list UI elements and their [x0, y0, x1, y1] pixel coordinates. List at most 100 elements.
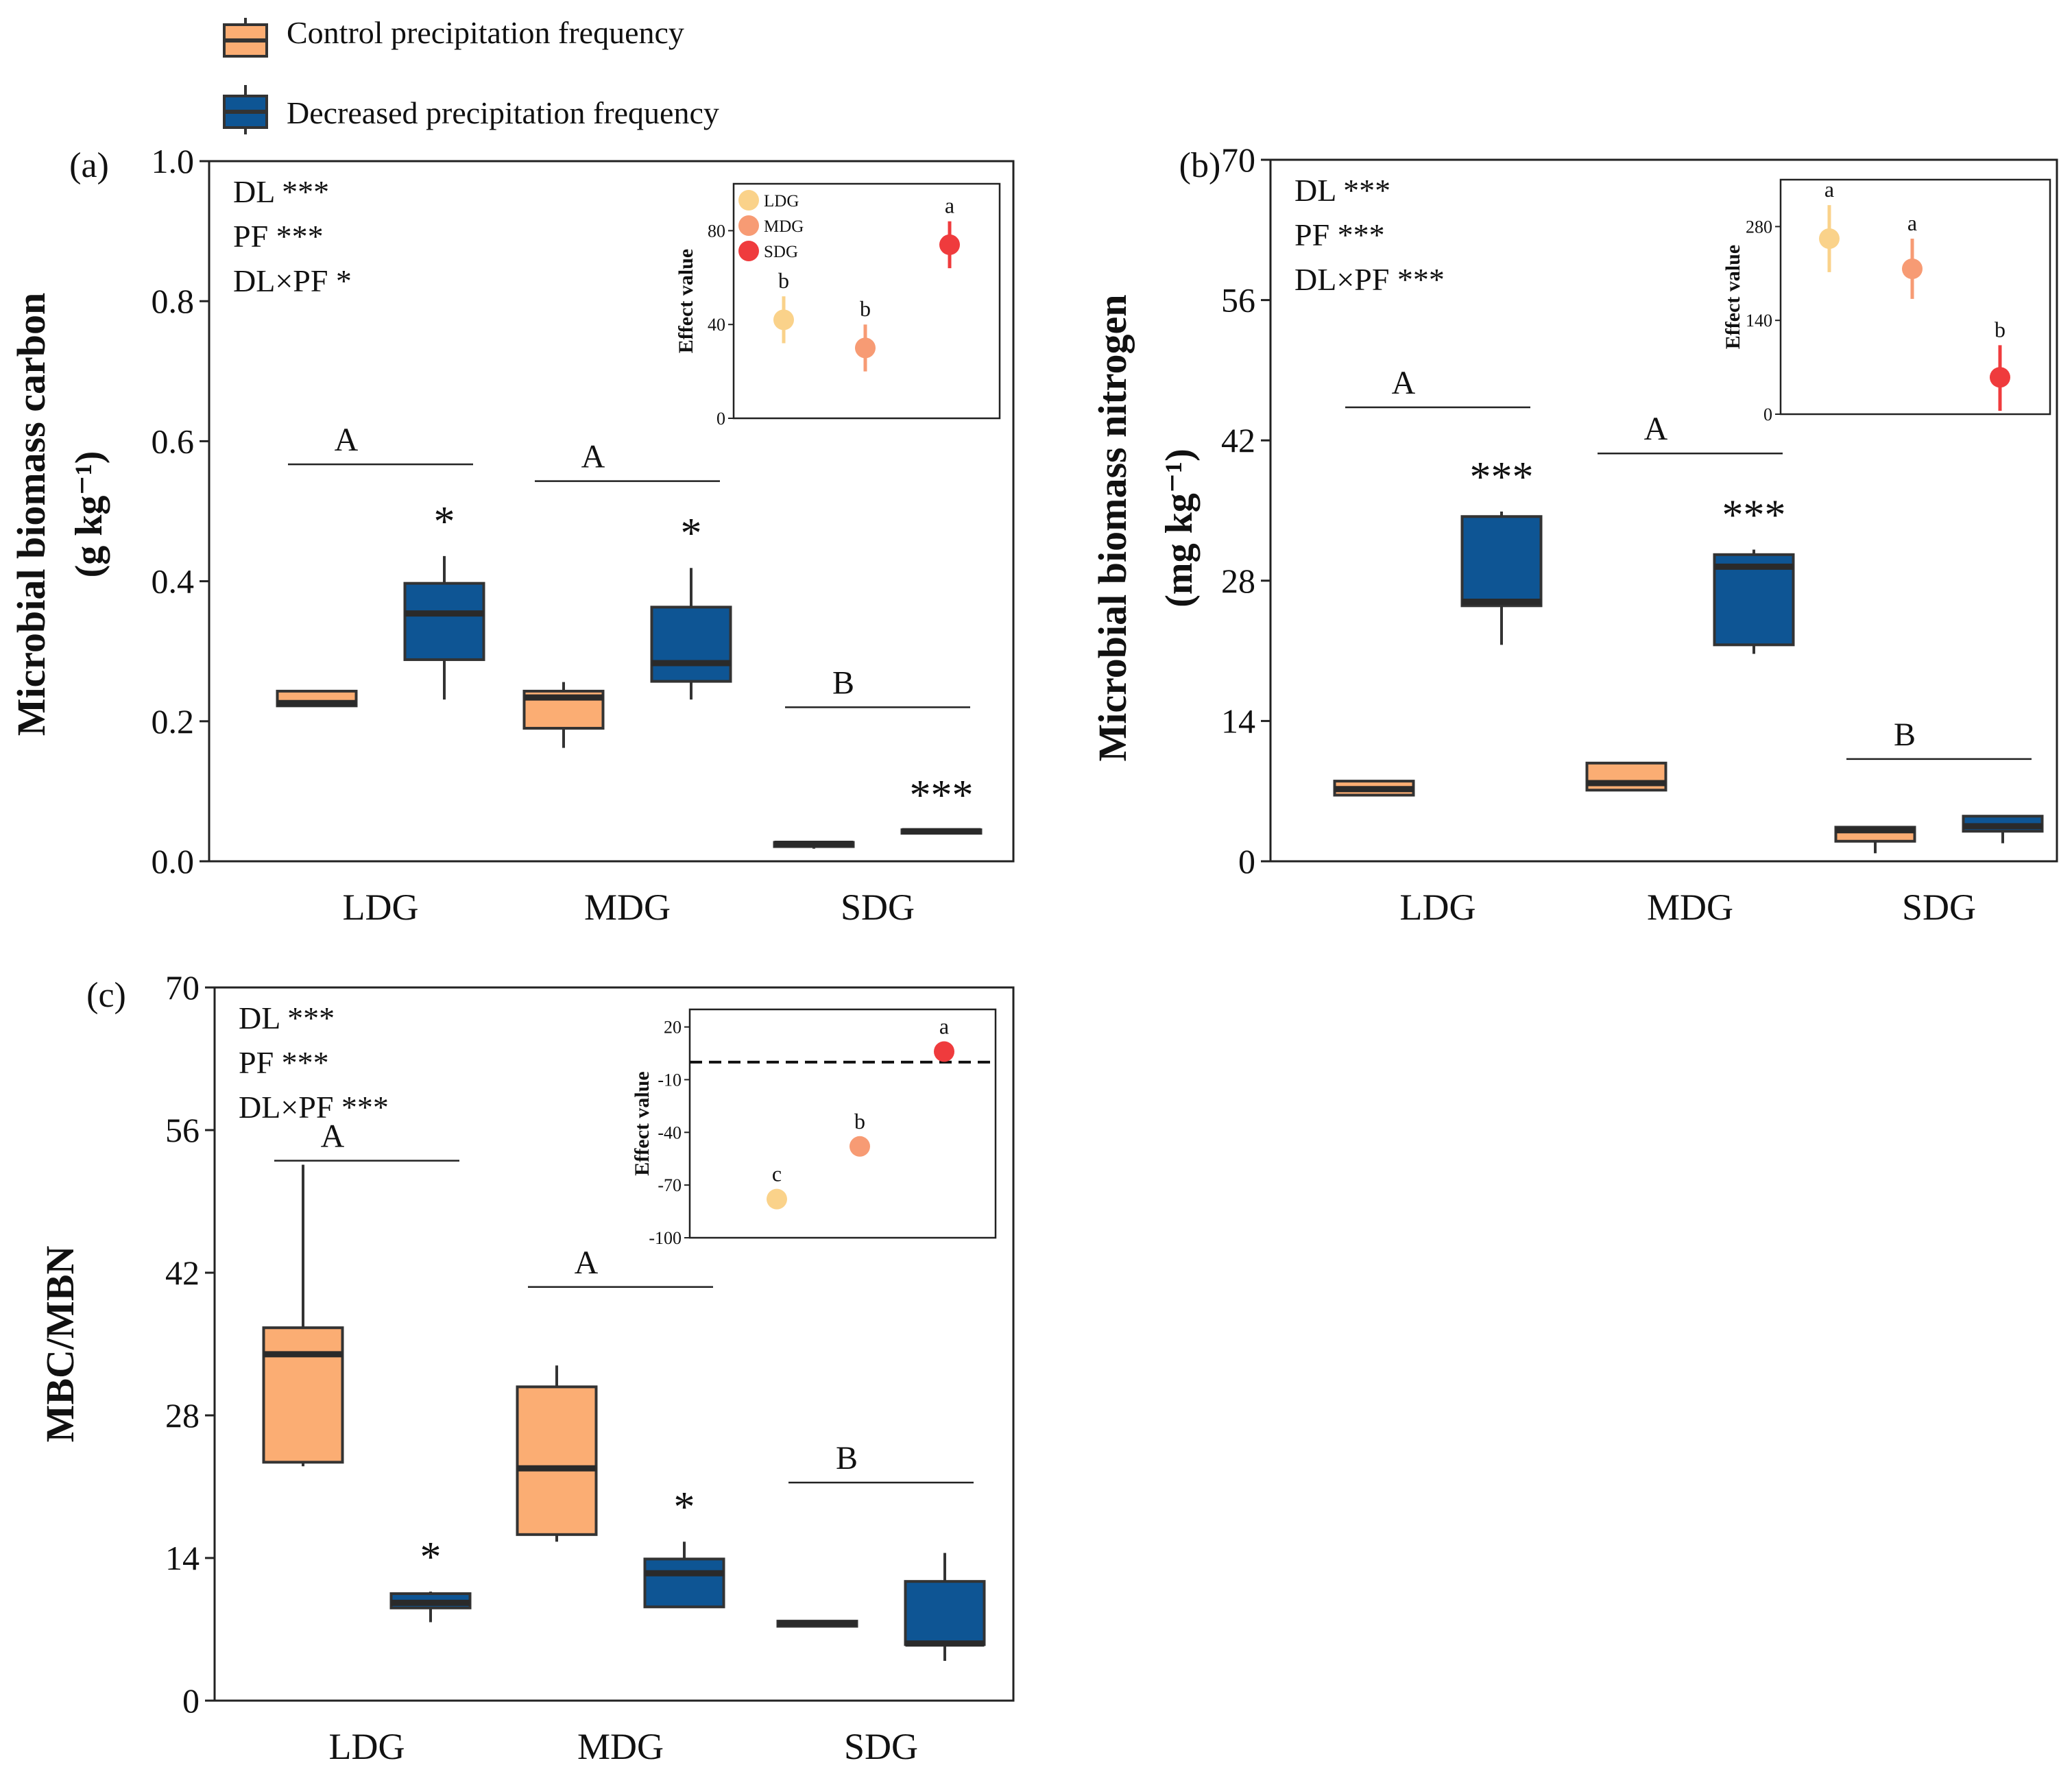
box-body [516, 1385, 598, 1536]
box-decreased: * [403, 499, 485, 700]
box-control [773, 840, 855, 849]
y-tick-label: 56 [1221, 281, 1255, 320]
panel-label: (a) [69, 146, 109, 185]
inset-y-tick-label: 80 [708, 221, 725, 241]
inset-letter: b [860, 296, 871, 321]
inset-letter: a [939, 1014, 949, 1038]
inset-y-label: Effect value [631, 1071, 653, 1175]
inset-point [1902, 258, 1923, 279]
box-decreased: * [643, 1484, 725, 1609]
inset-point-ldg: c [767, 1162, 787, 1210]
inset-y-tick-label: 140 [1746, 311, 1772, 331]
inset-letter: a [1824, 177, 1834, 202]
inset-point [773, 309, 794, 331]
main-legend: Control precipitation frequency Decrease… [223, 15, 719, 134]
stats-line: DL×PF *** [239, 1090, 389, 1125]
inset-letter: a [945, 193, 954, 218]
inset-letter: c [772, 1162, 782, 1186]
group-letter: A [321, 1118, 345, 1155]
x-tick-label: MDG [1647, 887, 1733, 928]
legend-decreased-key [223, 85, 268, 134]
inset-y-tick-label: -70 [658, 1175, 682, 1195]
inset-y-tick-label: -100 [649, 1228, 682, 1248]
inset-y-tick-label: -40 [658, 1123, 682, 1142]
significance-mark: * [420, 1534, 442, 1581]
x-tick-label: SDG [844, 1726, 918, 1767]
x-tick-label: LDG [1400, 887, 1476, 928]
stats-line: DL *** [233, 174, 329, 209]
inset-point [934, 1041, 954, 1062]
legend-decreased-label: Decreased precipitation frequency [287, 95, 719, 130]
significance-mark: * [681, 510, 702, 557]
y-tick-label: 0 [1238, 842, 1255, 880]
inset-point-sdg: b [1990, 317, 2010, 411]
legend-control-label: Control precipitation frequency [287, 15, 684, 50]
y-tick-label: 42 [165, 1254, 200, 1292]
panel-label: (b) [1179, 146, 1221, 185]
y-axis-label-line1: Microbial biomass carbon [9, 293, 53, 736]
box-decreased [904, 1553, 986, 1662]
stats-line: PF *** [1294, 217, 1385, 252]
x-tick-label: LDG [343, 887, 419, 928]
panel-b: (b) 0 14 28 42 56 70 Microbial biomass nitrogen… [1090, 141, 2058, 928]
inset-y-label-text: Effect value [1722, 245, 1744, 349]
inset-y-tick-label: 0 [716, 409, 725, 429]
box-decreased: *** [900, 772, 983, 835]
inset-plot: -100 -70 -40 -10 20 Effect value c b a [631, 1008, 997, 1248]
inset-point-sdg: a [939, 193, 960, 269]
box-decreased: *** [1713, 492, 1795, 654]
panel-label: (c) [86, 976, 126, 1015]
y-axis-label: MBC/MBN [38, 1246, 82, 1443]
group-letter: A [581, 439, 605, 475]
box-decreased: *** [1460, 454, 1543, 645]
box-body [650, 606, 732, 683]
box-body [643, 1557, 725, 1609]
y-tick-label: 56 [165, 1111, 200, 1149]
inset-point [850, 1136, 870, 1157]
box-control [1585, 761, 1667, 792]
x-tick-label: MDG [577, 1726, 664, 1767]
inset-letter: b [1995, 317, 2005, 341]
x-tick-label: SDG [1902, 887, 1976, 928]
group-letter: B [836, 1440, 858, 1476]
box-decreased: * [389, 1534, 472, 1622]
y-tick-label: 0 [182, 1681, 200, 1720]
inset-point [1819, 228, 1840, 249]
y-axis-label: Microbial biomass nitrogen [1090, 295, 1135, 762]
box-decreased: * [650, 510, 732, 700]
panel-a: (a) 0.0 0.2 0.4 0.6 0.8 1.0 Microbial biomass c… [9, 142, 1015, 928]
box-body [403, 582, 485, 661]
inset-legend-label: MDG [764, 217, 804, 236]
inset-legend-label: LDG [764, 192, 799, 211]
significance-mark: *** [1470, 454, 1534, 501]
inset-y-tick-label: 0 [1763, 405, 1772, 424]
x-tick-label: SDG [841, 887, 915, 928]
inset-point [939, 234, 960, 255]
inset-y-label-text: Effect value [675, 249, 697, 353]
inset-y-tick-label: 280 [1746, 217, 1772, 237]
inset-point [855, 337, 876, 359]
box-control [262, 1164, 344, 1467]
y-tick-label: 70 [1221, 141, 1255, 179]
significance-mark: * [434, 499, 455, 545]
inset-y-tick-label: -10 [658, 1070, 682, 1090]
y-axis-label: Microbial biomass carbon [9, 293, 53, 736]
group-letter: A [575, 1245, 599, 1281]
inset-y-label: Effect value [1722, 245, 1744, 349]
y-tick-label: 70 [165, 968, 200, 1007]
y-tick-label: 1.0 [152, 142, 195, 180]
group-letter: A [1644, 411, 1668, 447]
box-control [516, 1365, 598, 1542]
y-axis-label-line2: (g kg⁻¹) [68, 451, 110, 578]
group-letter: B [1894, 717, 1916, 753]
group-letter: A [1392, 365, 1416, 401]
stats-line: DL *** [239, 1000, 335, 1035]
y-axis-label-line1: MBC/MBN [38, 1246, 82, 1443]
y-tick-label: 28 [1221, 562, 1255, 600]
inset-y-tick-label: 20 [664, 1018, 682, 1038]
box-decreased [1962, 815, 2044, 843]
inset-legend-label: SDG [764, 243, 798, 261]
y-tick-label: 14 [165, 1539, 200, 1577]
box-body [904, 1580, 986, 1646]
